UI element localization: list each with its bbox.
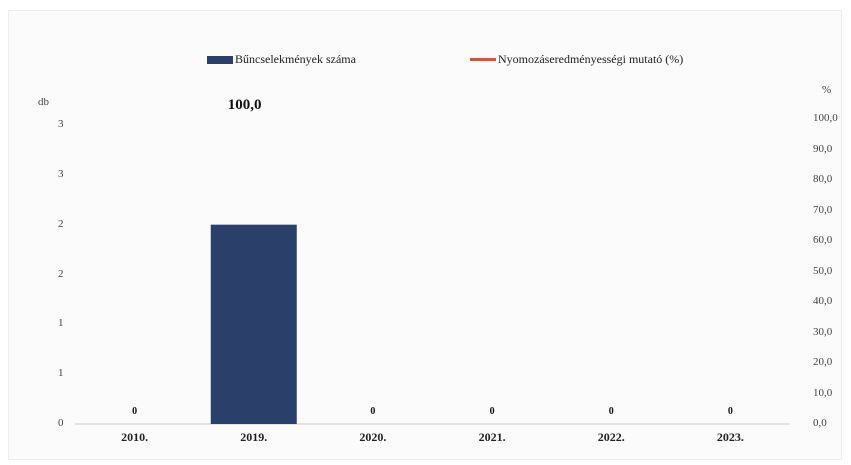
left-tick-label: 1 (58, 317, 64, 330)
right-tick-label: 30,0 (813, 325, 833, 338)
right-tick-label: 60,0 (813, 234, 833, 246)
legend-swatch-line (470, 58, 496, 61)
right-tick-label: 20,0 (813, 356, 833, 368)
legend-label-bars: Bűncselekmények száma (235, 52, 356, 66)
right-tick-label: 70,0 (813, 203, 833, 216)
bar-data-label: 0 (132, 406, 138, 417)
left-tick-label: 1 (58, 367, 64, 380)
left-tick-label: 2 (58, 217, 64, 230)
bar (210, 224, 297, 424)
right-tick-label: 90,0 (813, 142, 833, 155)
right-axis-unit: % (822, 84, 832, 96)
bar-data-label: 0 (608, 406, 614, 417)
left-tick-label: 3 (58, 118, 64, 130)
x-tick-label: 2019. (240, 430, 268, 444)
x-tick-label: 2010. (121, 430, 149, 444)
legend: Bűncselekmények száma Nyomozáseredményes… (0, 52, 851, 70)
left-tick-label: 0 (58, 417, 64, 429)
line-data-label: 100,0 (227, 97, 262, 113)
bar-data-label: 0 (489, 406, 495, 417)
x-tick-label: 2022. (597, 430, 625, 444)
x-tick-label: 2020. (359, 430, 387, 444)
left-tick-label: 2 (58, 267, 64, 280)
right-tick-label: 100,0 (813, 112, 838, 124)
right-tick-label: 10,0 (813, 386, 833, 399)
x-tick-label: 2023. (716, 430, 744, 444)
legend-item-bars: Bűncselekmények száma (207, 52, 356, 67)
left-axis-unit: db (38, 96, 49, 108)
right-tick-label: 40,0 (813, 295, 833, 307)
bar-data-label: 0 (727, 406, 733, 417)
bar-data-label: 0 (370, 406, 376, 417)
legend-label-line: Nyomozáseredményességi mutató (%) (498, 52, 684, 66)
right-tick-label: 0,0 (813, 417, 827, 429)
legend-item-line: Nyomozáseredményességi mutató (%) (470, 52, 683, 67)
right-tick-label: 50,0 (813, 264, 833, 277)
chart-frame (8, 10, 842, 460)
legend-swatch-bars (207, 55, 233, 64)
right-tick-label: 80,0 (813, 173, 833, 185)
x-tick-label: 2021. (478, 430, 506, 444)
left-tick-label: 3 (58, 167, 64, 180)
